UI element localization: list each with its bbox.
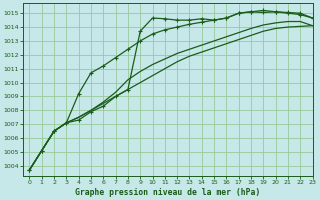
X-axis label: Graphe pression niveau de la mer (hPa): Graphe pression niveau de la mer (hPa) — [75, 188, 260, 197]
